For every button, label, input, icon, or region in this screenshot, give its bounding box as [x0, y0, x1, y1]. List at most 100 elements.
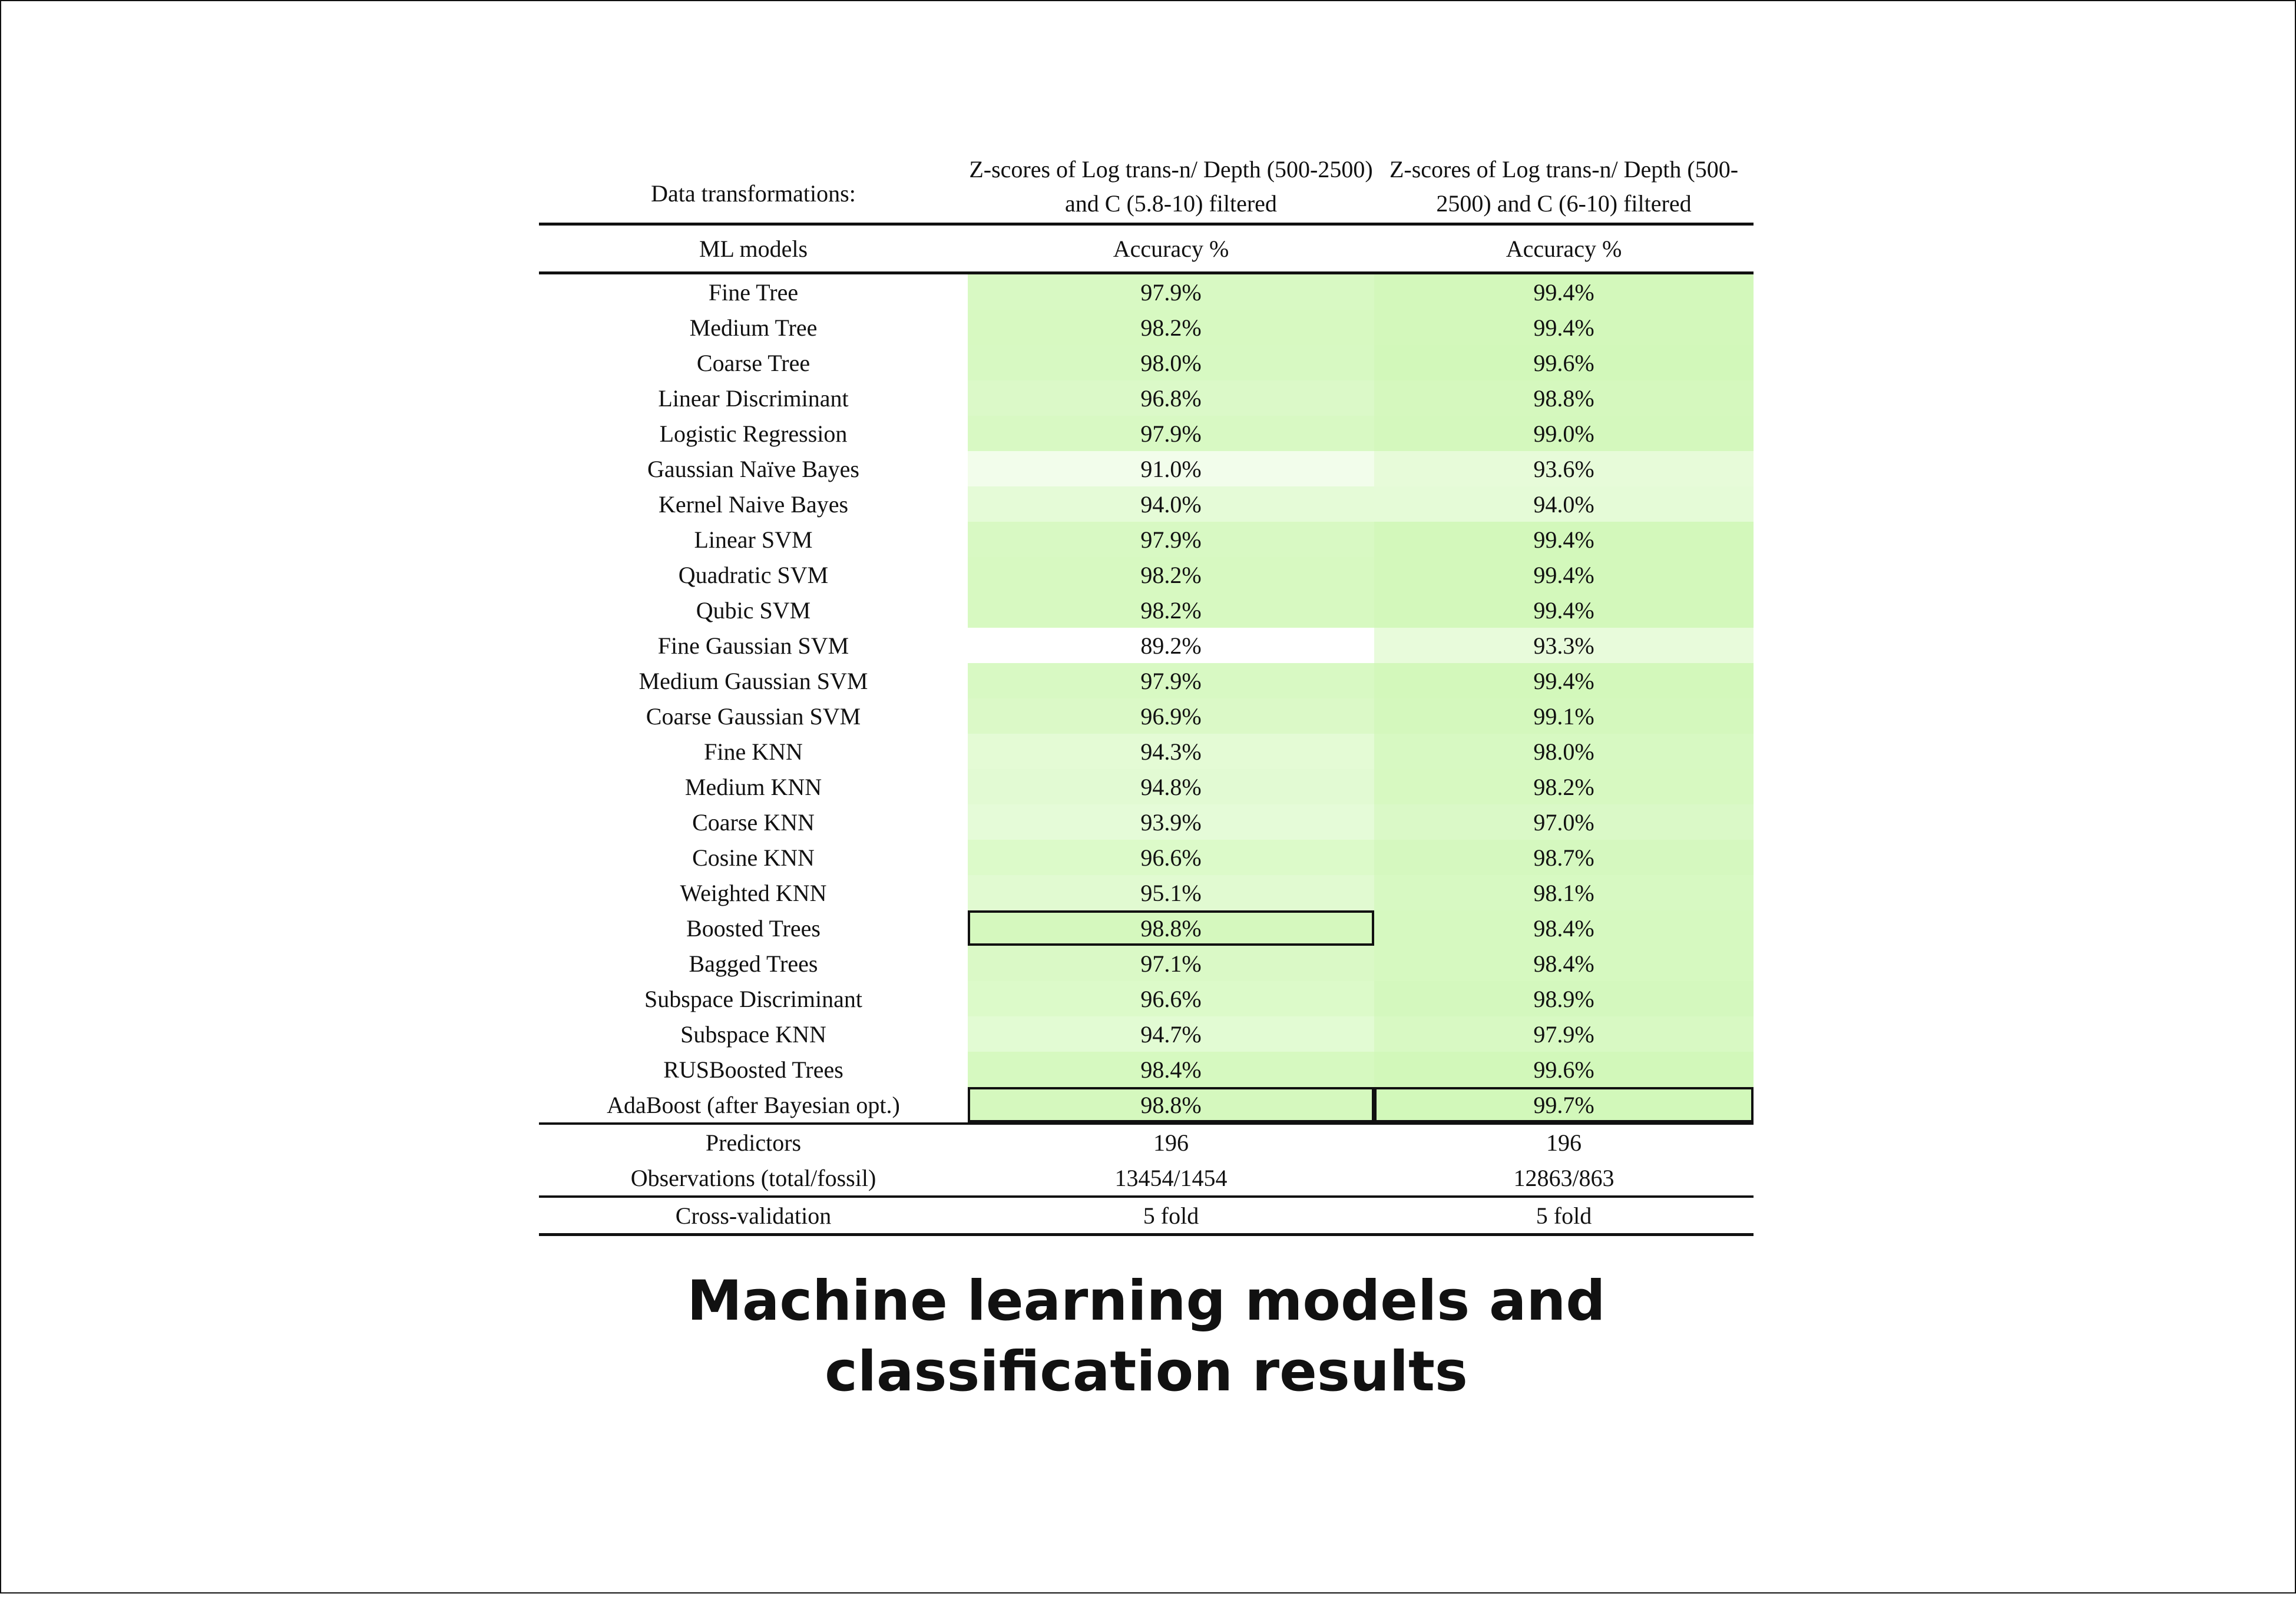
accuracy-cell-2: 99.4% — [1374, 274, 1754, 310]
footer-row-cross-validation: Cross-validation 5 fold 5 fold — [539, 1195, 1754, 1236]
table-row: Subspace Discriminant 96.6% 98.9% — [539, 981, 1754, 1016]
accuracy-cell-2: 98.8% — [1374, 380, 1754, 416]
table-row: AdaBoost (after Bayesian opt.) 98.8% 99.7% — [539, 1087, 1754, 1122]
accuracy-cell-1: 94.0% — [968, 486, 1374, 522]
table-row: Medium Gaussian SVM 97.9% 99.4% — [539, 663, 1754, 698]
header-data-transformations: Data transformations: — [651, 180, 856, 207]
table-row: Medium Tree 98.2% 99.4% — [539, 310, 1754, 345]
model-name: Medium Gaussian SVM — [638, 667, 868, 694]
model-name: Fine KNN — [704, 738, 803, 765]
table-row: RUSBoosted Trees 98.4% 99.6% — [539, 1052, 1754, 1087]
accuracy-cell-1: 89.2% — [968, 628, 1374, 663]
accuracy-cell-1: 96.9% — [968, 698, 1374, 734]
accuracy-cell-1: 97.9% — [968, 416, 1374, 451]
table-row: Linear Discriminant 96.8% 98.8% — [539, 380, 1754, 416]
table-body: Fine Tree 97.9% 99.4% Medium Tree 98.2% 99.4%… — [539, 274, 1754, 1125]
accuracy-cell-2: 98.9% — [1374, 981, 1754, 1016]
model-name: Coarse Gaussian SVM — [646, 703, 861, 730]
footer-value-2: 12863/863 — [1513, 1164, 1615, 1191]
table-header: Data transformations: Z-scores of Log tr… — [539, 150, 1754, 226]
model-name: Subspace Discriminant — [644, 985, 862, 1012]
model-name: Linear SVM — [694, 526, 813, 553]
accuracy-cell-1: 98.0% — [968, 345, 1374, 380]
accuracy-cell-2: 98.1% — [1374, 875, 1754, 910]
accuracy-cell-2: 98.2% — [1374, 769, 1754, 804]
accuracy-cell-1: 94.3% — [968, 734, 1374, 769]
table-row: Linear SVM 97.9% 99.4% — [539, 522, 1754, 557]
accuracy-cell-1: 97.9% — [968, 663, 1374, 698]
subheader-ml-models: ML models — [699, 235, 808, 262]
table-row: Medium KNN 94.8% 98.2% — [539, 769, 1754, 804]
accuracy-cell-1: 98.2% — [968, 592, 1374, 628]
accuracy-cell-1: 98.4% — [968, 1052, 1374, 1087]
accuracy-cell-2: 99.0% — [1374, 416, 1754, 451]
model-name: Logistic Regression — [659, 420, 848, 447]
accuracy-cell-2: 99.4% — [1374, 557, 1754, 592]
model-name: Linear Discriminant — [658, 385, 849, 412]
accuracy-cell-1: 97.9% — [968, 522, 1374, 557]
model-name: Boosted Trees — [686, 915, 821, 942]
accuracy-cell-2: 97.0% — [1374, 804, 1754, 840]
accuracy-cell-2: 99.7% — [1374, 1087, 1754, 1122]
accuracy-cell-1: 97.1% — [968, 946, 1374, 981]
accuracy-cell-1: 98.8% — [968, 1087, 1374, 1122]
model-name: Quadratic SVM — [678, 561, 829, 588]
table-row: Logistic Regression 97.9% 99.0% — [539, 416, 1754, 451]
model-name: Medium KNN — [684, 773, 822, 800]
accuracy-cell-1: 91.0% — [968, 451, 1374, 486]
table-row: Fine Tree 97.9% 99.4% — [539, 274, 1754, 310]
footer-label: Cross-validation — [675, 1202, 832, 1229]
subheader-accuracy-2: Accuracy % — [1506, 235, 1622, 262]
table-row: Subspace KNN 94.7% 97.9% — [539, 1016, 1754, 1052]
accuracy-cell-2: 99.1% — [1374, 698, 1754, 734]
model-name: Kernel Naive Bayes — [658, 491, 849, 518]
accuracy-cell-2: 98.4% — [1374, 946, 1754, 981]
results-table: Data transformations: Z-scores of Log tr… — [539, 150, 1754, 1236]
accuracy-cell-2: 98.7% — [1374, 840, 1754, 875]
table-row: Fine Gaussian SVM 89.2% 93.3% — [539, 628, 1754, 663]
accuracy-cell-2: 99.6% — [1374, 1052, 1754, 1087]
table-row: Fine KNN 94.3% 98.0% — [539, 734, 1754, 769]
model-name: Cosine KNN — [692, 844, 815, 871]
accuracy-cell-2: 93.3% — [1374, 628, 1754, 663]
accuracy-cell-2: 99.4% — [1374, 592, 1754, 628]
model-name: Bagged Trees — [689, 950, 818, 977]
accuracy-cell-2: 99.4% — [1374, 663, 1754, 698]
accuracy-cell-2: 98.4% — [1374, 910, 1754, 946]
model-name: Medium Tree — [689, 314, 818, 341]
table-row: Gaussian Naïve Bayes 91.0% 93.6% — [539, 451, 1754, 486]
footer-value-1: 5 fold — [1143, 1202, 1199, 1229]
footer-value-2: 196 — [1546, 1129, 1582, 1156]
accuracy-cell-1: 95.1% — [968, 875, 1374, 910]
accuracy-cell-2: 99.4% — [1374, 310, 1754, 345]
subheader-accuracy-1: Accuracy % — [1113, 235, 1229, 262]
accuracy-cell-1: 96.8% — [968, 380, 1374, 416]
footer-value-1: 13454/1454 — [1114, 1164, 1228, 1191]
table-row: Boosted Trees 98.8% 98.4% — [539, 910, 1754, 946]
model-name: Weighted KNN — [680, 879, 827, 906]
table-row: Cosine KNN 96.6% 98.7% — [539, 840, 1754, 875]
footer-label: Observations (total/fossil) — [630, 1164, 876, 1191]
accuracy-cell-1: 97.9% — [968, 274, 1374, 310]
table-subheader: ML models Accuracy % Accuracy % — [539, 226, 1754, 274]
table-row: Weighted KNN 95.1% 98.1% — [539, 875, 1754, 910]
model-name: Gaussian Naïve Bayes — [647, 455, 859, 482]
model-name: AdaBoost (after Bayesian opt.) — [607, 1091, 900, 1118]
accuracy-cell-1: 96.6% — [968, 840, 1374, 875]
model-name: Subspace KNN — [680, 1021, 826, 1048]
accuracy-cell-1: 94.7% — [968, 1016, 1374, 1052]
table-row: Coarse KNN 93.9% 97.0% — [539, 804, 1754, 840]
footer-row-observations: Observations (total/fossil) 13454/1454 1… — [539, 1160, 1754, 1195]
footer-label: Predictors — [705, 1129, 802, 1156]
model-name: Coarse KNN — [692, 809, 815, 836]
accuracy-cell-1: 94.8% — [968, 769, 1374, 804]
model-name: RUSBoosted Trees — [663, 1056, 843, 1083]
accuracy-cell-2: 97.9% — [1374, 1016, 1754, 1052]
header-transform-1: Z-scores of Log trans-n/ Depth (500-2500… — [969, 155, 1373, 217]
accuracy-cell-2: 99.6% — [1374, 345, 1754, 380]
model-name: Fine Tree — [708, 279, 799, 306]
table-row: Quadratic SVM 98.2% 99.4% — [539, 557, 1754, 592]
table-row: Bagged Trees 97.1% 98.4% — [539, 946, 1754, 981]
accuracy-cell-1: 98.2% — [968, 557, 1374, 592]
accuracy-cell-1: 98.8% — [968, 910, 1374, 946]
